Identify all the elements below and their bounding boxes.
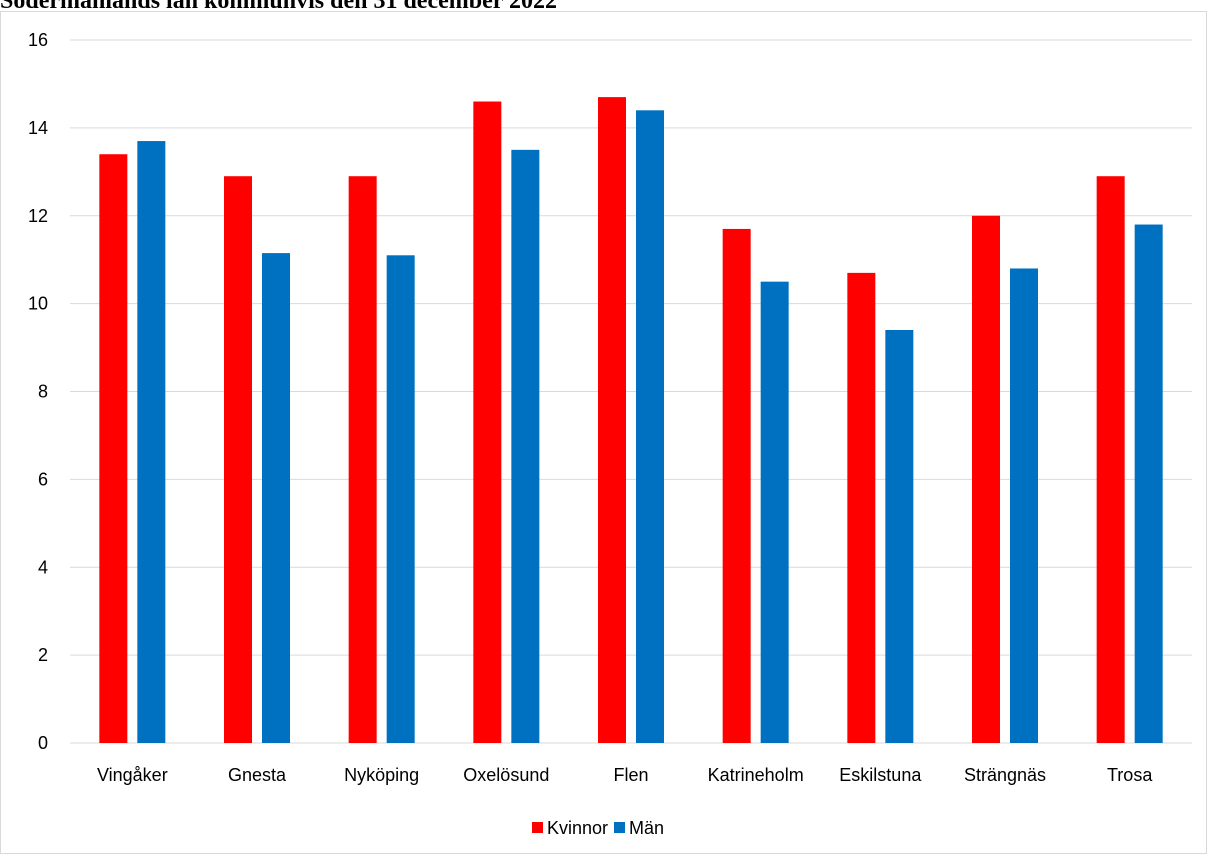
bar-man	[511, 149, 540, 743]
bars	[99, 97, 1163, 744]
x-tick-label: Trosa	[1107, 765, 1153, 785]
bar-man	[1010, 268, 1038, 743]
legend: Kvinnor Män	[532, 818, 664, 838]
bar-man	[262, 253, 290, 744]
bar-kvinnor	[348, 176, 377, 744]
y-tick-label: 0	[38, 733, 48, 753]
bar-kvinnor	[1096, 176, 1125, 744]
y-tick-label: 6	[38, 469, 48, 489]
bar-kvinnor	[598, 97, 626, 743]
legend-label: Kvinnor	[547, 818, 608, 838]
bar-man	[885, 329, 914, 743]
bar-man	[1134, 224, 1163, 744]
bar-man	[137, 141, 166, 743]
x-tick-label: Gnesta	[228, 765, 287, 785]
bar-kvinnor	[847, 272, 876, 743]
x-tick-label: Vingåker	[97, 765, 168, 785]
bar-kvinnor	[972, 215, 1000, 743]
bar-man	[386, 255, 415, 743]
y-tick-label: 10	[28, 294, 48, 314]
bar-kvinnor	[224, 176, 252, 744]
bar-kvinnor	[473, 101, 502, 743]
x-tick-label: Flen	[613, 765, 648, 785]
legend-label: Män	[629, 818, 664, 838]
y-tick-label: 4	[38, 557, 48, 577]
x-tick-label: Eskilstuna	[839, 765, 922, 785]
gridlines	[70, 39, 1192, 744]
x-tick-label: Nyköping	[344, 765, 419, 785]
legend-swatch	[614, 822, 625, 833]
chart-frame	[0, 11, 1207, 854]
x-axis-ticks: Vingåker Gnesta Nyköping Oxelösund Flen Katri…	[97, 765, 1153, 785]
y-tick-label: 2	[38, 645, 48, 665]
bar-man	[760, 281, 789, 743]
y-tick-label: 8	[38, 382, 48, 402]
bar-kvinnor	[99, 154, 128, 744]
x-tick-label: Strängnäs	[964, 765, 1046, 785]
y-tick-label: 12	[28, 206, 48, 226]
y-tick-label: 16	[28, 30, 48, 50]
bar-kvinnor	[722, 228, 751, 743]
y-tick-label: 14	[28, 118, 48, 138]
y-axis-ticks: 0 2 4 6 8 10 12 14 16	[28, 30, 48, 753]
chart-title: Södermanlands län kommunvis den 31 decem…	[0, 0, 557, 14]
x-tick-label: Katrineholm	[708, 765, 804, 785]
bar-man	[636, 110, 664, 744]
x-tick-label: Oxelösund	[463, 765, 549, 785]
legend-swatch	[532, 822, 543, 833]
